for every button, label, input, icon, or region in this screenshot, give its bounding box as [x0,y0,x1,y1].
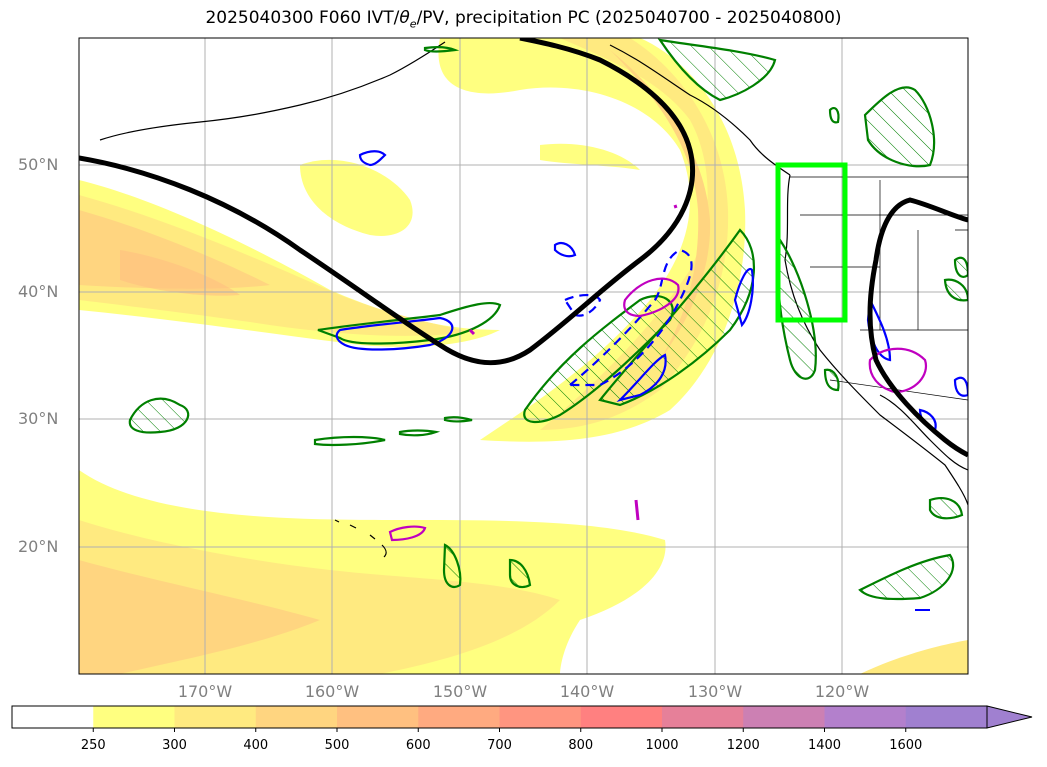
colorbar-tick-label: 1400 [807,738,842,753]
colorbar-swatch [337,706,419,728]
theta-contours [335,150,968,611]
colorbar-tick-label: 600 [405,738,431,753]
colorbar [11,705,1033,732]
colorbar-swatch [662,706,744,728]
colorbar-tick-label: 800 [568,738,594,753]
map-title: 2025040300 F060 IVT/θe/PV, precipitation… [205,8,842,31]
pv-contours [388,204,928,542]
colorbar-swatch [580,706,663,728]
colorbar-tick-label: 1200 [726,738,760,753]
lat-label-40: 40°N [18,282,59,301]
colorbar-tick-label: 400 [243,738,269,753]
colorbar-swatch [255,706,338,728]
colorbar-tick-label: 250 [80,738,106,753]
lat-label-30: 30°N [18,409,59,428]
colorbar-swatch [905,706,988,728]
map-frame [78,37,969,675]
lon-label-130w: 130°W [687,682,743,701]
colorbar-swatch [743,706,825,728]
colorbar-swatch [93,706,175,728]
colorbar-tick-label: 1600 [889,738,923,753]
lat-label-50: 50°N [18,155,59,174]
colorbar-tick-label: 1000 [645,738,679,753]
lon-label-170w: 170°W [177,682,233,701]
colorbar-tick-label: 700 [487,738,512,753]
colorbar-tick-label: 500 [324,738,350,753]
colorbar-swatch [418,706,500,728]
colorbar-swatch [174,706,257,728]
lon-label-160w: 160°W [304,682,360,701]
colorbar-swatch [824,706,907,728]
ivt-shading [79,38,968,674]
lon-label-140w: 140°W [559,682,615,701]
region-box [775,162,848,323]
ivt-contour [79,38,968,458]
lon-label-150w: 150°W [432,682,488,701]
lat-label-20: 20°N [18,537,59,556]
colorbar-tick-label: 300 [162,738,187,753]
borders [790,176,968,401]
coastlines [99,41,968,558]
colorbar-swatch [499,706,582,728]
map-area [79,38,968,674]
colorbar-swatch [12,706,94,728]
colorbar-extend-arrow [986,705,1033,729]
lon-label-120w: 120°W [814,682,870,701]
